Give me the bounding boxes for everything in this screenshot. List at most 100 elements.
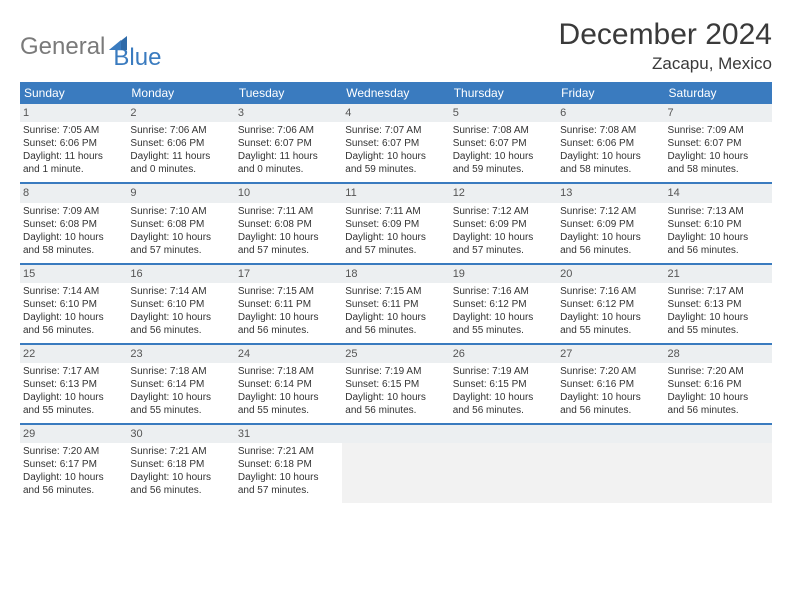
daylight-text: and 57 minutes.: [345, 244, 446, 257]
daylight-text: and 59 minutes.: [345, 163, 446, 176]
dow-header: Thursday: [450, 82, 557, 104]
sunset-text: Sunset: 6:06 PM: [23, 137, 124, 150]
daylight-text: Daylight: 11 hours: [238, 150, 339, 163]
day-number: 11: [342, 184, 449, 202]
day-cell: 18Sunrise: 7:15 AMSunset: 6:11 PMDayligh…: [342, 265, 449, 343]
daylight-text: Daylight: 10 hours: [560, 150, 661, 163]
day-number: 12: [450, 184, 557, 202]
day-cell: 6Sunrise: 7:08 AMSunset: 6:06 PMDaylight…: [557, 104, 664, 182]
daylight-text: Daylight: 10 hours: [560, 231, 661, 244]
day-cell: 17Sunrise: 7:15 AMSunset: 6:11 PMDayligh…: [235, 265, 342, 343]
daylight-text: and 1 minute.: [23, 163, 124, 176]
sunrise-text: Sunrise: 7:20 AM: [668, 365, 769, 378]
daylight-text: and 55 minutes.: [453, 324, 554, 337]
day-cell: 29Sunrise: 7:20 AMSunset: 6:17 PMDayligh…: [20, 425, 127, 503]
day-number: 2: [127, 104, 234, 122]
title-block: December 2024 Zacapu, Mexico: [559, 18, 772, 74]
day-cell: 5Sunrise: 7:08 AMSunset: 6:07 PMDaylight…: [450, 104, 557, 182]
sunrise-text: Sunrise: 7:17 AM: [23, 365, 124, 378]
day-cell: 28Sunrise: 7:20 AMSunset: 6:16 PMDayligh…: [665, 345, 772, 423]
daylight-text: and 0 minutes.: [238, 163, 339, 176]
sunset-text: Sunset: 6:10 PM: [668, 218, 769, 231]
sunrise-text: Sunrise: 7:19 AM: [453, 365, 554, 378]
day-cell: 3Sunrise: 7:06 AMSunset: 6:07 PMDaylight…: [235, 104, 342, 182]
daylight-text: Daylight: 10 hours: [345, 391, 446, 404]
day-cell: 4Sunrise: 7:07 AMSunset: 6:07 PMDaylight…: [342, 104, 449, 182]
sunrise-text: Sunrise: 7:15 AM: [238, 285, 339, 298]
daylight-text: Daylight: 10 hours: [238, 311, 339, 324]
day-number: [342, 425, 449, 443]
sunrise-text: Sunrise: 7:20 AM: [560, 365, 661, 378]
daylight-text: Daylight: 10 hours: [453, 150, 554, 163]
daylight-text: Daylight: 10 hours: [130, 391, 231, 404]
day-cell: 11Sunrise: 7:11 AMSunset: 6:09 PMDayligh…: [342, 184, 449, 262]
day-cell: 20Sunrise: 7:16 AMSunset: 6:12 PMDayligh…: [557, 265, 664, 343]
daylight-text: Daylight: 10 hours: [23, 231, 124, 244]
daylight-text: Daylight: 10 hours: [23, 391, 124, 404]
sunset-text: Sunset: 6:09 PM: [560, 218, 661, 231]
day-number: [665, 425, 772, 443]
daylight-text: and 56 minutes.: [668, 404, 769, 417]
sunset-text: Sunset: 6:08 PM: [238, 218, 339, 231]
day-number: 19: [450, 265, 557, 283]
day-number: 1: [20, 104, 127, 122]
sunrise-text: Sunrise: 7:09 AM: [668, 124, 769, 137]
sunset-text: Sunset: 6:13 PM: [668, 298, 769, 311]
sunrise-text: Sunrise: 7:12 AM: [453, 205, 554, 218]
sunrise-text: Sunrise: 7:17 AM: [668, 285, 769, 298]
day-number: 8: [20, 184, 127, 202]
sunrise-text: Sunrise: 7:12 AM: [560, 205, 661, 218]
day-number: 14: [665, 184, 772, 202]
day-cell: 19Sunrise: 7:16 AMSunset: 6:12 PMDayligh…: [450, 265, 557, 343]
day-number: 26: [450, 345, 557, 363]
day-number: 20: [557, 265, 664, 283]
sunrise-text: Sunrise: 7:19 AM: [345, 365, 446, 378]
week-row: 1Sunrise: 7:05 AMSunset: 6:06 PMDaylight…: [20, 104, 772, 182]
logo-sail-icon: [109, 34, 131, 52]
sunset-text: Sunset: 6:08 PM: [130, 218, 231, 231]
sunset-text: Sunset: 6:10 PM: [130, 298, 231, 311]
empty-cell: [665, 425, 772, 503]
daylight-text: Daylight: 10 hours: [668, 311, 769, 324]
sunset-text: Sunset: 6:12 PM: [453, 298, 554, 311]
sunset-text: Sunset: 6:12 PM: [560, 298, 661, 311]
empty-cell: [342, 425, 449, 503]
daylight-text: and 57 minutes.: [453, 244, 554, 257]
week-row: 8 Sunrise: 7:09 AM Sunset: 6:08 PM Daylight…: [20, 182, 772, 262]
daylight-text: and 56 minutes.: [453, 404, 554, 417]
sunset-text: Sunset: 6:18 PM: [238, 458, 339, 471]
daylight-text: and 56 minutes.: [668, 244, 769, 257]
daylight-text: and 58 minutes.: [560, 163, 661, 176]
sunrise-text: Sunrise: 7:14 AM: [23, 285, 124, 298]
day-number: 29: [20, 425, 127, 443]
day-cell: 21Sunrise: 7:17 AMSunset: 6:13 PMDayligh…: [665, 265, 772, 343]
day-number: 27: [557, 345, 664, 363]
day-cell: 12Sunrise: 7:12 AMSunset: 6:09 PMDayligh…: [450, 184, 557, 262]
week-row: 29Sunrise: 7:20 AMSunset: 6:17 PMDayligh…: [20, 423, 772, 503]
day-number: 5: [450, 104, 557, 122]
sunset-text: Sunset: 6:13 PM: [23, 378, 124, 391]
sunset-text: Sunset: 6:07 PM: [668, 137, 769, 150]
page: General Blue December 2024 Zacapu, Mexic…: [0, 0, 792, 503]
daylight-text: and 59 minutes.: [453, 163, 554, 176]
daylight-text: and 56 minutes.: [130, 324, 231, 337]
dow-header: Tuesday: [235, 82, 342, 104]
sunrise-text: Sunrise: 7:10 AM: [130, 205, 231, 218]
daylight-text: and 0 minutes.: [130, 163, 231, 176]
sunset-text: Sunset: 6:16 PM: [668, 378, 769, 391]
day-number: [450, 425, 557, 443]
daylight-text: and 58 minutes.: [23, 244, 124, 257]
sunrise-text: Sunrise: 7:21 AM: [238, 445, 339, 458]
daylight-text: Daylight: 10 hours: [453, 391, 554, 404]
sunrise-text: Sunrise: 7:07 AM: [345, 124, 446, 137]
daylight-text: Daylight: 10 hours: [23, 471, 124, 484]
sunset-text: Sunset: 6:06 PM: [560, 137, 661, 150]
day-cell: 14Sunrise: 7:13 AMSunset: 6:10 PMDayligh…: [665, 184, 772, 262]
day-cell: 2Sunrise: 7:06 AMSunset: 6:06 PMDaylight…: [127, 104, 234, 182]
day-cell: 16Sunrise: 7:14 AMSunset: 6:10 PMDayligh…: [127, 265, 234, 343]
day-number: 22: [20, 345, 127, 363]
sunset-text: Sunset: 6:17 PM: [23, 458, 124, 471]
daylight-text: and 56 minutes.: [345, 324, 446, 337]
sunrise-text: Sunrise: 7:09 AM: [23, 205, 124, 218]
sunrise-text: Sunrise: 7:18 AM: [130, 365, 231, 378]
